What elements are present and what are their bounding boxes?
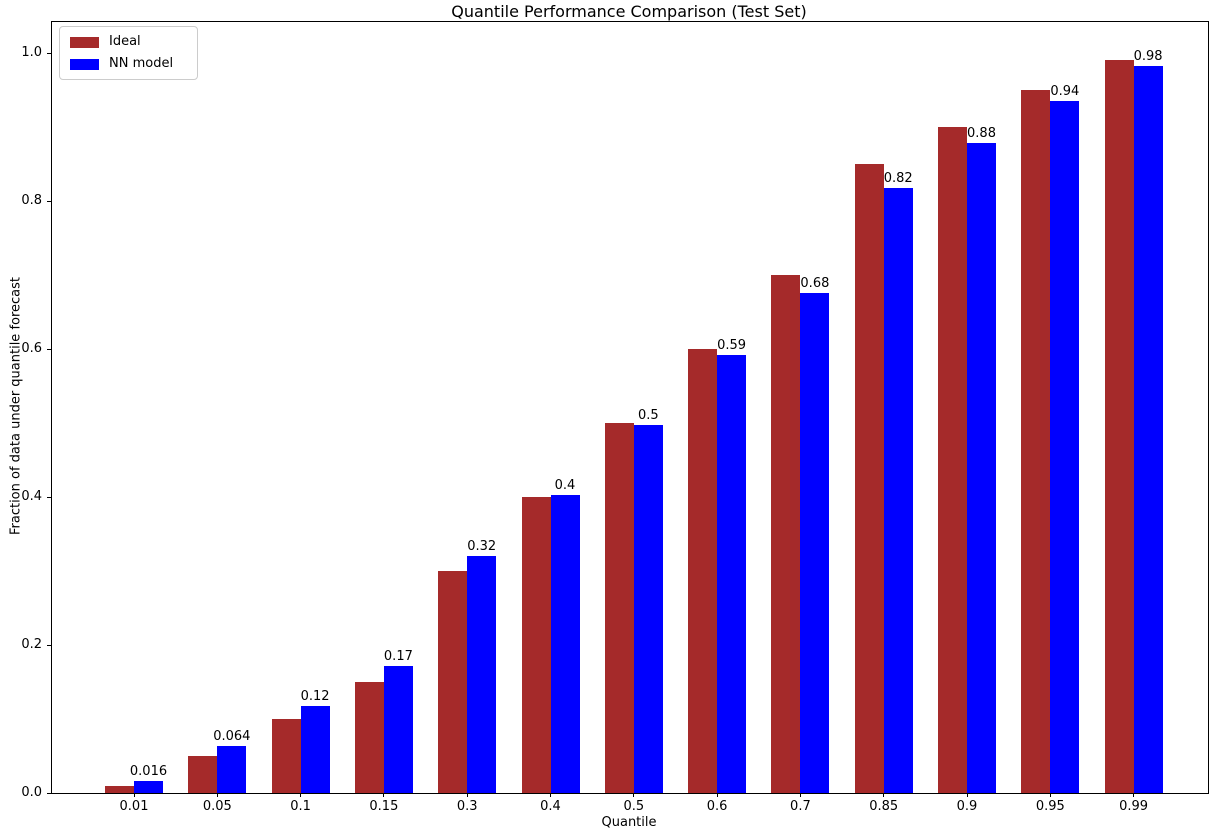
y-tick-label: 0.0 (21, 785, 42, 800)
bar-nn-model (800, 293, 830, 793)
x-axis-ticks: 0.01 0.05 0.1 0.15 0.3 0.4 0.5 0.6 0.7 0.85 0.9 0.9… (52, 22, 1208, 814)
x-tick-mark (550, 793, 551, 797)
y-tick-mark (47, 348, 51, 350)
bar-ideal (438, 571, 468, 793)
legend-swatch-nn-model (70, 58, 99, 70)
x-tick-label: 0.4 (540, 799, 561, 814)
bar-nn-model (1133, 66, 1163, 793)
x-tick-mark (133, 793, 135, 797)
y-tick-mark (47, 644, 51, 646)
bar-nn-model (717, 355, 747, 793)
bar-nn-model (300, 706, 330, 793)
bar-nn-model (383, 666, 413, 793)
bar-value-label: 0.064 (213, 728, 251, 744)
y-tick-mark (47, 52, 51, 54)
bar-ideal (1021, 90, 1051, 793)
y-tick-label: 0.2 (21, 637, 42, 652)
bar-value-label: 0.016 (129, 764, 168, 780)
x-tick-mark (216, 793, 218, 797)
bar-value-label: 0.17 (383, 649, 413, 665)
x-tick-label: 0.01 (119, 799, 149, 814)
chart-title: Quantile Performance Comparison (Test Se… (451, 2, 807, 21)
legend: Ideal NN model (59, 26, 199, 80)
x-tick-mark (300, 793, 302, 797)
x-tick-label: 0.15 (369, 799, 399, 814)
y-tick-label: 0.8 (21, 193, 42, 208)
bar-ideal (688, 349, 718, 793)
x-tick-label: 0.95 (1035, 799, 1065, 814)
x-tick-mark (1133, 793, 1135, 797)
x-tick-label: 0.85 (869, 799, 899, 814)
y-tick-mark (47, 496, 51, 498)
bar-value-label: 0.12 (300, 688, 330, 704)
x-tick-mark (633, 793, 635, 797)
legend-swatch-ideal (70, 36, 99, 48)
bar-ideal (188, 756, 218, 793)
x-tick-mark (466, 793, 468, 797)
legend-item-nn-model: NN model (70, 56, 187, 72)
bar-ideal (854, 164, 884, 793)
x-tick-label: 0.6 (706, 799, 728, 814)
x-tick-mark (966, 793, 968, 797)
bar-value-label: 0.4 (554, 477, 576, 493)
y-tick-mark (47, 200, 51, 202)
x-tick-label: 0.7 (790, 799, 811, 814)
bar-ideal (271, 719, 301, 793)
bar-value-label: 0.88 (967, 125, 996, 141)
bar-value-label: 0.59 (717, 337, 747, 353)
bar-nn-model (217, 746, 247, 793)
y-axis-ticks: 0.0 0.2 0.4 0.6 0.8 1.0 (21, 22, 1208, 800)
plot-area: 0.0 0.2 0.4 0.6 0.8 1.0 0.01 0.05 0.1 0.15 0.3 0.4… (21, 21, 1209, 814)
x-tick-label: 0.1 (290, 799, 311, 814)
bar-ideal (604, 423, 634, 793)
bar-value-labels: 0.016 0.064 0.12 0.17 0.32 0.4 0.5 0.59 0.68 0.82… (52, 22, 1208, 793)
bar-value-label: 0.5 (637, 408, 659, 424)
x-tick-mark (1049, 793, 1051, 797)
x-tick-mark (883, 793, 885, 797)
bar-nn-model (1050, 101, 1080, 793)
bar-value-label: 0.94 (1050, 84, 1080, 100)
x-tick-label: 0.9 (956, 799, 978, 814)
y-tick-label: 0.4 (21, 489, 42, 504)
bar-ideal (521, 497, 551, 793)
bar-ideal (354, 682, 384, 793)
bar-value-label: 0.32 (467, 539, 497, 555)
legend-label-ideal: Ideal (109, 34, 141, 49)
bar-nn-model (467, 556, 497, 793)
bar-ideal (1104, 60, 1134, 793)
x-tick-label: 0.05 (202, 799, 232, 814)
bar-nn-model (134, 781, 163, 793)
y-tick-mark (47, 792, 51, 794)
bar-nn-model (967, 143, 996, 793)
x-tick-mark (799, 793, 801, 797)
bar-value-label: 0.82 (883, 170, 913, 186)
x-tick-mark (716, 793, 718, 797)
bar-nn-model (883, 188, 913, 793)
bar-nn-model (633, 425, 663, 793)
bar-ideal (771, 275, 801, 793)
bar-value-label: 0.68 (800, 275, 830, 291)
x-tick-label: 0.99 (1119, 799, 1149, 814)
x-tick-label: 0.3 (456, 799, 478, 814)
y-tick-label: 1.0 (21, 45, 42, 60)
legend-label-nn-model: NN model (109, 56, 174, 71)
x-tick-label: 0.5 (623, 799, 645, 814)
bar-value-label: 0.98 (1133, 48, 1163, 64)
bar-ideal (105, 786, 134, 793)
bars-layer (52, 22, 1208, 793)
bar-nn-model (550, 495, 580, 793)
bar-ideal (938, 127, 967, 793)
x-tick-mark (383, 793, 385, 797)
y-tick-label: 0.6 (21, 341, 42, 356)
legend-item-ideal: Ideal (70, 34, 187, 50)
x-axis-label: Quantile (601, 815, 657, 830)
